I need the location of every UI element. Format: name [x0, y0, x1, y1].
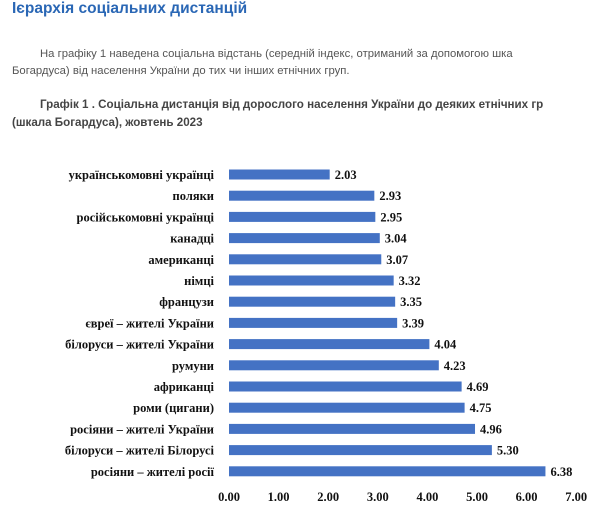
category-label: євреї – жителі України	[85, 316, 214, 330]
x-axis: 0.00 1.00 2.00 3.00 4.00 5.00 6.00 7.00	[218, 490, 587, 504]
value-label: 4.04	[434, 338, 457, 352]
category-label: німці	[184, 274, 214, 288]
bar	[229, 423, 476, 434]
x-tick-label: 2.00	[317, 490, 339, 504]
bar	[229, 466, 546, 477]
category-label: французи	[159, 295, 214, 309]
x-tick-label: 3.00	[367, 490, 389, 504]
bar	[229, 233, 380, 244]
chart-caption: Графік 1 . Соціальна дистанція від дорос…	[12, 96, 600, 132]
x-tick-label: 7.00	[565, 490, 587, 504]
value-label: 3.35	[400, 295, 422, 309]
value-label: 2.95	[380, 210, 402, 224]
bar	[229, 445, 492, 456]
category-label: африканці	[154, 380, 215, 394]
bar	[229, 339, 430, 350]
category-label: білоруси – жителі Білорусі	[65, 444, 215, 458]
value-label: 4.96	[480, 422, 502, 436]
intro-line-1: На графіку 1 наведена соціальна відстань…	[40, 48, 513, 60]
section-heading: Ієрархія соціальних дистанцій	[12, 0, 248, 17]
category-label: поляки	[173, 189, 214, 203]
category-label: російськомовні українці	[77, 210, 215, 224]
value-label: 4.69	[467, 380, 489, 394]
category-label: росіяни – жителі росії	[91, 465, 215, 479]
bar	[229, 169, 330, 180]
bar	[229, 211, 376, 222]
chart-caption-line-1: Графік 1 . Соціальна дистанція від дорос…	[40, 98, 544, 111]
bars-layer: українськомовні українці 2.03 поляки 2.93 ро…	[65, 168, 572, 479]
category-label: українськомовні українці	[69, 168, 215, 182]
value-label: 3.32	[399, 274, 421, 288]
bar	[229, 190, 375, 201]
category-label: росіяни – жителі України	[70, 422, 214, 436]
category-label: білоруси – жителі України	[65, 338, 214, 352]
category-label: румуни	[172, 359, 214, 373]
bar	[229, 402, 465, 413]
bar	[229, 275, 394, 286]
intro-paragraph: На графіку 1 наведена соціальна відстань…	[12, 46, 600, 80]
category-label: канадці	[170, 232, 214, 246]
bar	[229, 254, 382, 265]
bar	[229, 317, 398, 328]
x-tick-label: 6.00	[516, 490, 538, 504]
x-tick-label: 0.00	[218, 490, 240, 504]
chart-caption-line-2: (шкала Богардуса), жовтень 2023	[12, 116, 203, 129]
value-label: 3.04	[385, 232, 408, 246]
value-label: 3.39	[402, 316, 424, 330]
value-label: 4.23	[444, 359, 466, 373]
value-label: 6.38	[550, 465, 572, 479]
intro-line-2: Богардуса) від населення України до тих …	[12, 65, 350, 77]
value-label: 4.75	[470, 401, 492, 415]
x-tick-label: 4.00	[416, 490, 438, 504]
bar	[229, 296, 396, 307]
value-label: 5.30	[497, 444, 519, 458]
value-label: 2.93	[379, 189, 401, 203]
value-label: 2.03	[335, 168, 357, 182]
bar	[229, 381, 462, 392]
x-tick-label: 5.00	[466, 490, 488, 504]
value-label: 3.07	[386, 253, 408, 267]
bar	[229, 360, 439, 371]
x-tick-label: 1.00	[268, 490, 290, 504]
category-label: роми (цигани)	[133, 401, 214, 415]
category-label: американці	[148, 253, 214, 267]
